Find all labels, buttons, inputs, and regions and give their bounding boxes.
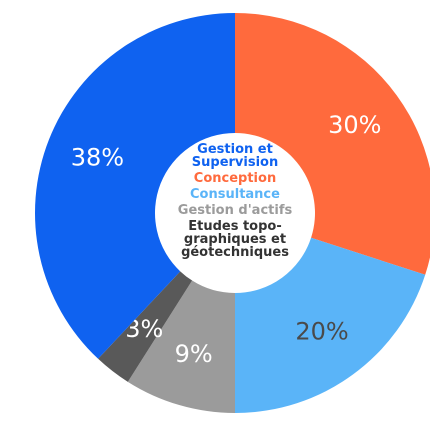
legend: Gestion et Supervision Conception Consulta…: [155, 143, 315, 262]
slice: [235, 13, 430, 275]
legend-entry: Conception: [193, 171, 277, 186]
legend-entry: Etudes topo­graphiques et géotechniques: [181, 219, 289, 260]
slice: [98, 271, 193, 382]
legend-entry: Consultance: [190, 187, 280, 202]
slice: [235, 237, 426, 413]
legend-entry: Gestion et Supervision: [191, 142, 279, 170]
value-label: 38%: [71, 144, 124, 172]
slice: [127, 280, 235, 413]
value-label: 20%: [295, 318, 348, 346]
value-label: 9%: [175, 340, 213, 368]
slice: [34, 13, 235, 359]
legend-entry: Gestion d'actifs: [177, 203, 293, 218]
value-label: 30%: [328, 111, 381, 139]
